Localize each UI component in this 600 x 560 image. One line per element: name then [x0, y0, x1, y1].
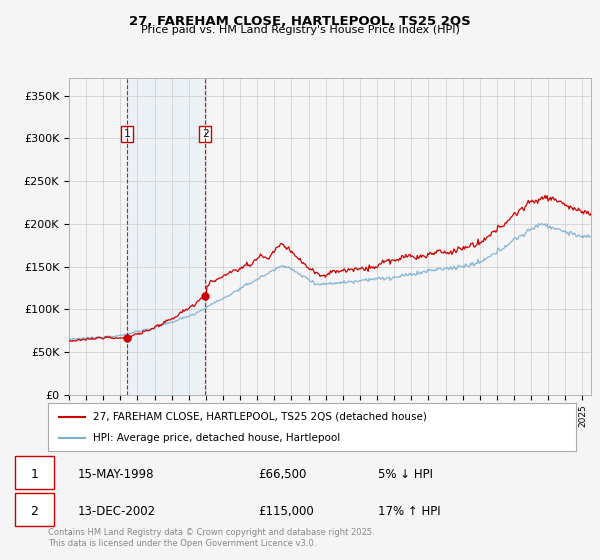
Text: Contains HM Land Registry data © Crown copyright and database right 2025.
This d: Contains HM Land Registry data © Crown c…	[48, 528, 374, 548]
Text: 5% ↓ HPI: 5% ↓ HPI	[378, 468, 433, 481]
Text: 27, FAREHAM CLOSE, HARTLEPOOL, TS25 2QS: 27, FAREHAM CLOSE, HARTLEPOOL, TS25 2QS	[129, 15, 471, 27]
Text: 13-DEC-2002: 13-DEC-2002	[78, 505, 156, 518]
Text: 2: 2	[202, 129, 208, 139]
Bar	[127, 78, 205, 395]
Text: £66,500: £66,500	[258, 468, 307, 481]
Text: 17% ↑ HPI: 17% ↑ HPI	[378, 505, 440, 518]
Text: £115,000: £115,000	[258, 505, 314, 518]
Text: HPI: Average price, detached house, Hartlepool: HPI: Average price, detached house, Hart…	[93, 433, 340, 444]
Text: 1: 1	[124, 129, 130, 139]
Text: Price paid vs. HM Land Registry's House Price Index (HPI): Price paid vs. HM Land Registry's House …	[140, 25, 460, 35]
Text: 15-MAY-1998: 15-MAY-1998	[78, 468, 155, 481]
Text: 27, FAREHAM CLOSE, HARTLEPOOL, TS25 2QS (detached house): 27, FAREHAM CLOSE, HARTLEPOOL, TS25 2QS …	[93, 412, 427, 422]
Text: 1: 1	[30, 468, 38, 481]
Text: 2: 2	[30, 505, 38, 518]
